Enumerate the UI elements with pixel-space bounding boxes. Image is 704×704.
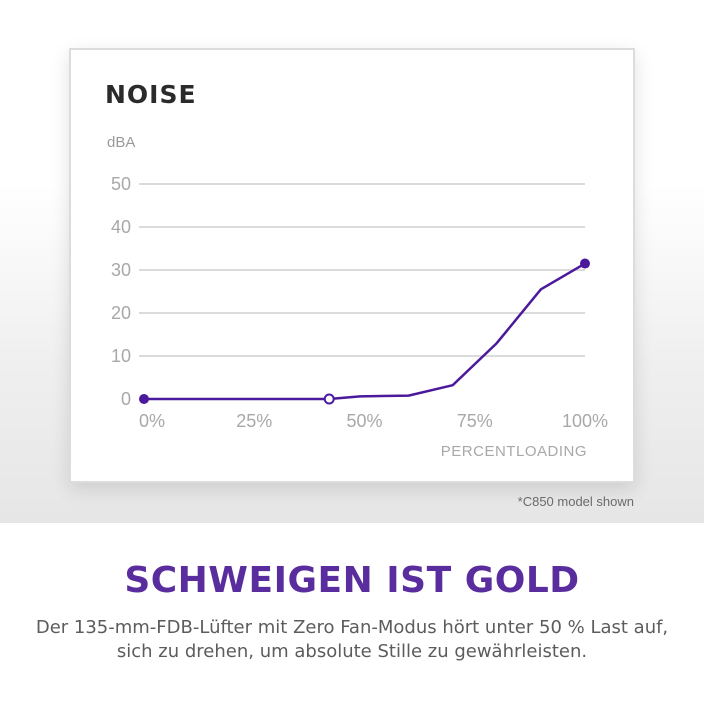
- y-axis-unit: dBA: [107, 134, 135, 151]
- chart-card: NOISE dBA 50 40 30 20 10 0 0% 25% 50% 75% 100% PE…: [69, 48, 635, 483]
- point-marker: [139, 394, 149, 404]
- x-tick-label: 100%: [562, 411, 608, 431]
- noise-chart: NOISE dBA 50 40 30 20 10 0 0% 25% 50% 75% 100% PE…: [105, 80, 608, 460]
- y-tick-label: 40: [111, 217, 131, 237]
- point-marker: [580, 258, 590, 269]
- x-axis-label: PERCENTLOADING: [441, 443, 587, 460]
- gridlines: [139, 183, 585, 357]
- x-tick-label: 75%: [457, 411, 493, 431]
- noise-line: [144, 262, 586, 401]
- x-tick-label: 0%: [139, 411, 165, 431]
- hollow-point-marker: [323, 393, 335, 405]
- y-tick-label: 50: [111, 174, 131, 194]
- x-tick-label: 25%: [236, 411, 272, 431]
- headline: SCHWEIGEN IST GOLD: [124, 560, 580, 601]
- y-tick-label: 20: [111, 303, 131, 323]
- chart-title: NOISE: [105, 80, 197, 109]
- y-tick-label: 10: [111, 346, 131, 366]
- series-layer: [139, 258, 590, 405]
- x-tick-label: 50%: [346, 411, 382, 431]
- y-tick-labels: 50 40 30 20 10 0: [111, 174, 131, 409]
- description-text: Der 135-mm-FDB-Lüfter mit Zero Fan-Modus…: [35, 617, 669, 662]
- y-tick-label: 30: [111, 260, 131, 280]
- footnote: *C850 model shown: [517, 494, 634, 509]
- x-tick-labels: 0% 25% 50% 75% 100%: [139, 411, 608, 431]
- y-tick-label: 0: [121, 389, 131, 409]
